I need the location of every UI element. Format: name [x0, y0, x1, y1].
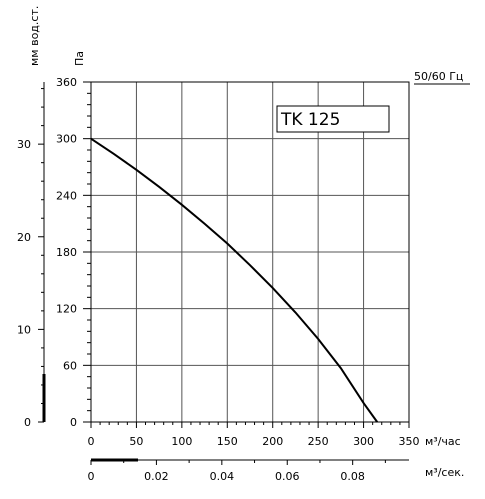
grid — [91, 82, 409, 422]
y-tick-label: 0 — [70, 416, 77, 429]
x-axis-unit: м³/час — [425, 435, 461, 448]
y-secondary-tick-label: 30 — [17, 138, 31, 151]
y-axis-secondary-unit: мм вод.ст. — [28, 6, 41, 66]
minor-ticks — [83, 81, 410, 428]
y-tick-label: 180 — [56, 246, 77, 259]
y-tick-label: 360 — [56, 76, 77, 89]
y-tick-label: 240 — [56, 189, 77, 202]
x-tick-label: 100 — [171, 435, 192, 448]
x-tick-label: 200 — [262, 435, 283, 448]
y-secondary-tick-label: 0 — [24, 416, 31, 429]
x-secondary-tick-label: 0.06 — [275, 470, 300, 483]
y-tick-label: 300 — [56, 133, 77, 146]
y-secondary-tick-label: 10 — [17, 323, 31, 336]
plot-frame — [90, 81, 410, 423]
x-tick-label: 250 — [308, 435, 329, 448]
y-tick-label: 120 — [56, 303, 77, 316]
model-box: TK 125 — [276, 105, 390, 133]
frequency-label: 50/60 Гц — [414, 70, 463, 83]
x-axis-secondary-unit: м³/сек. — [425, 466, 464, 479]
tick-labels: 0 50 100 150 200 250 300 350 0 60 120 180 240 300 360 — [56, 76, 420, 448]
x-secondary-tick-label: 0 — [88, 470, 95, 483]
y-tick-label: 60 — [63, 359, 77, 372]
y-secondary-tick-label: 20 — [17, 231, 31, 244]
x-tick-label: 300 — [353, 435, 374, 448]
x-secondary-tick-label: 0.04 — [210, 470, 235, 483]
x-tick-label: 50 — [129, 435, 143, 448]
x-secondary-tick-label: 0.08 — [340, 470, 365, 483]
performance-curve — [90, 137, 379, 423]
y-axis-unit: Па — [73, 51, 86, 66]
model-label: TK 125 — [280, 110, 340, 130]
x-tick-label: 0 — [88, 435, 95, 448]
x-tick-label: 350 — [399, 435, 420, 448]
x-secondary-tick-label: 0.02 — [144, 470, 169, 483]
x-tick-label: 150 — [217, 435, 238, 448]
